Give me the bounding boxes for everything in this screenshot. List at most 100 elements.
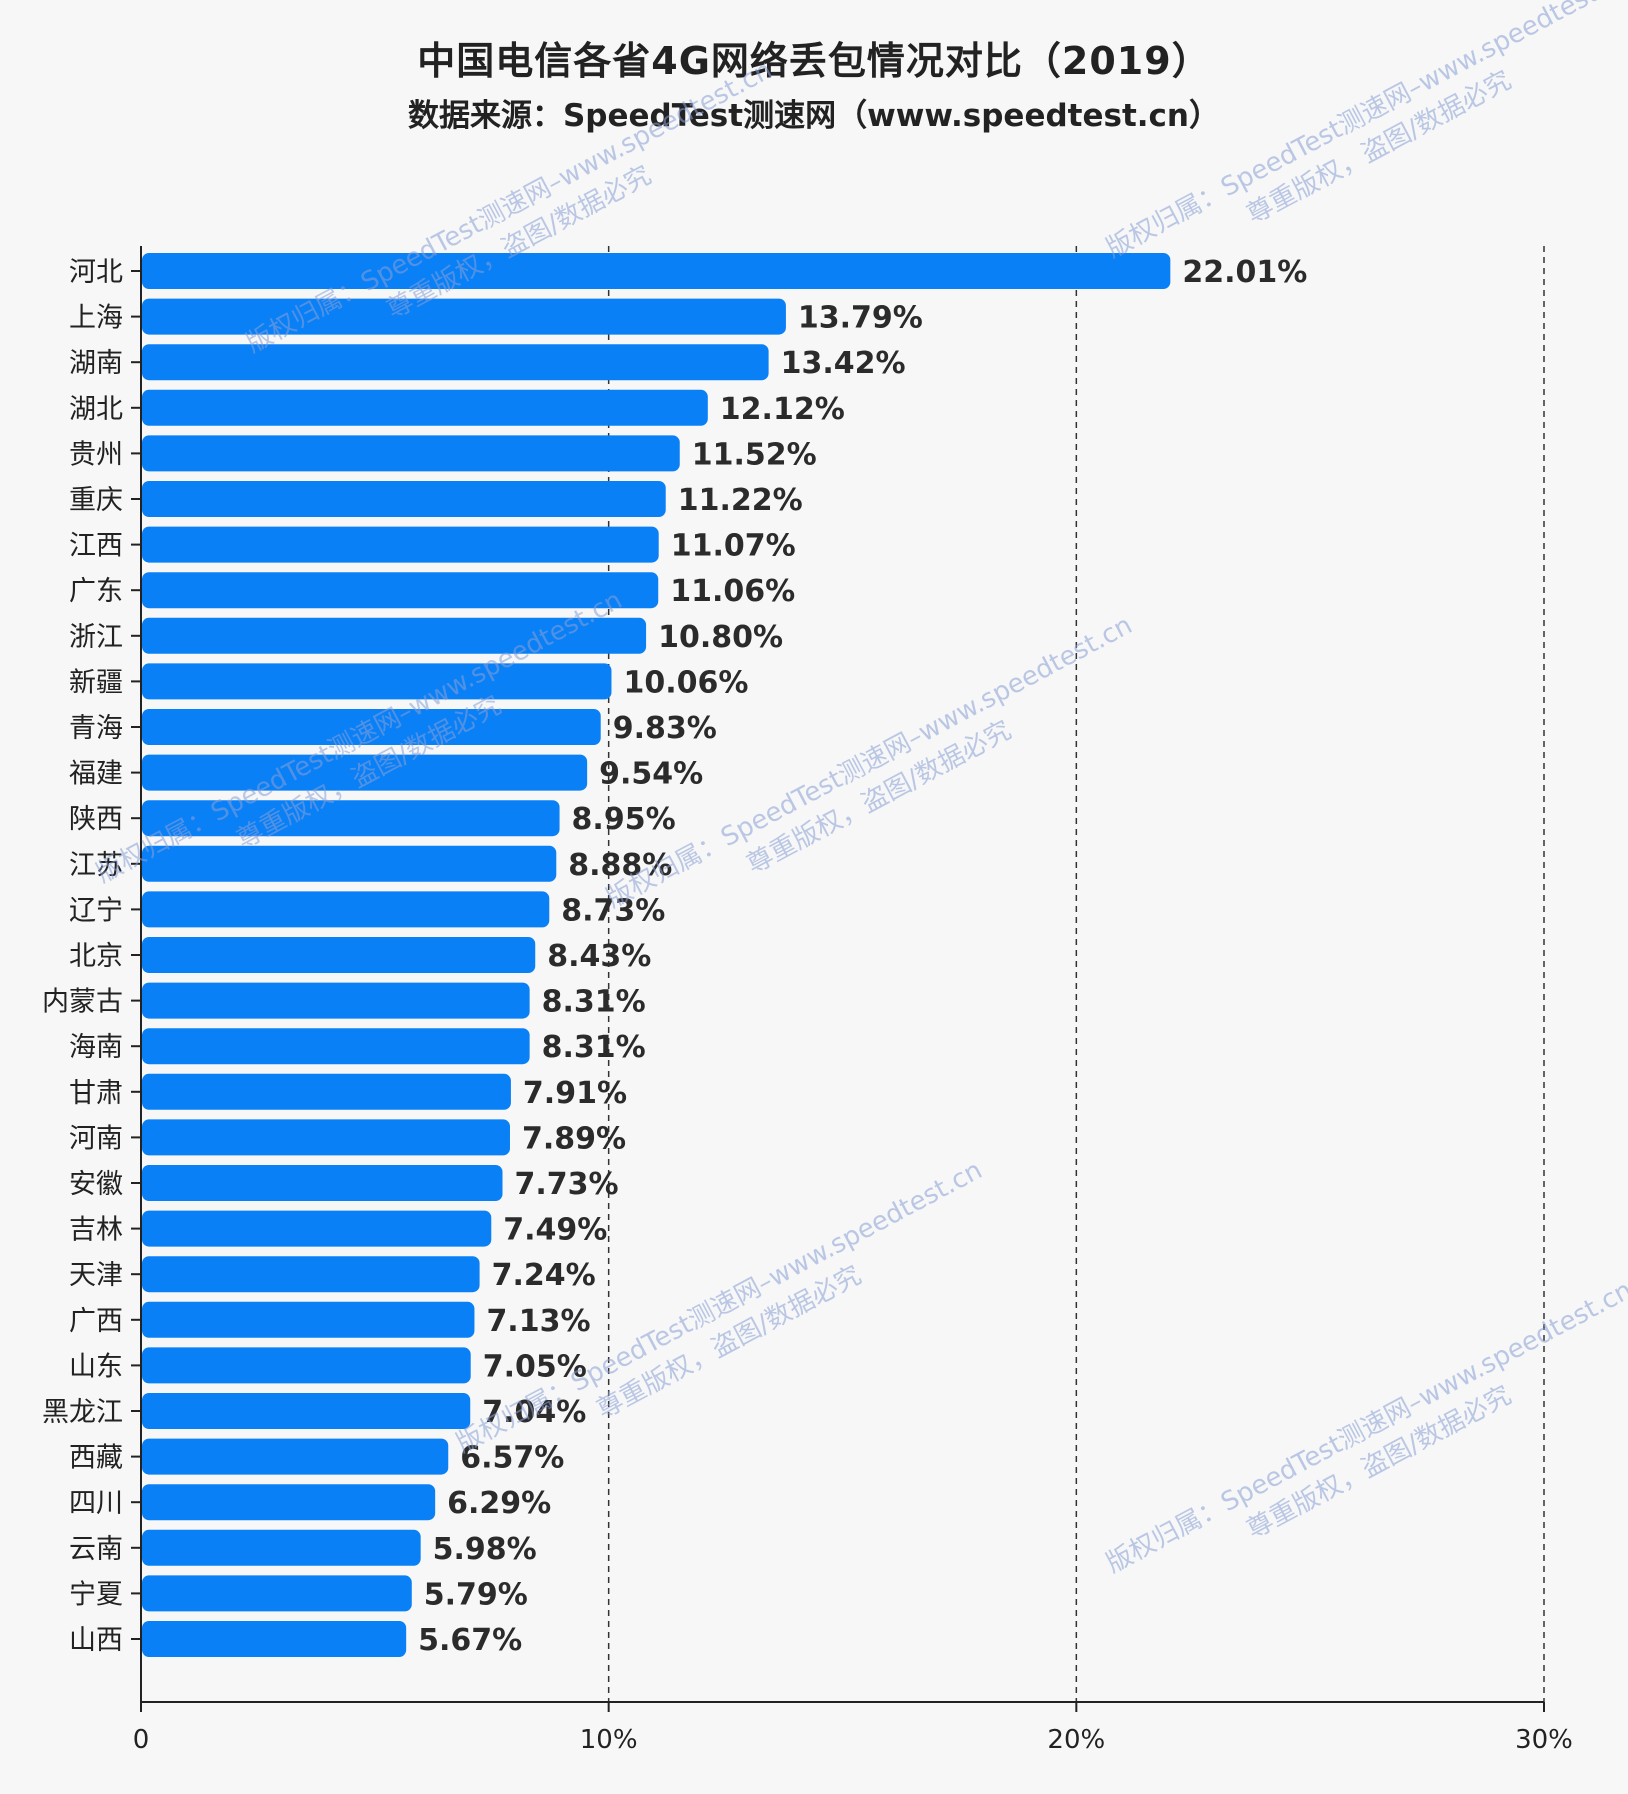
- bar: [142, 526, 659, 563]
- category-label: 上海: [69, 303, 123, 334]
- value-label: 11.07%: [671, 529, 796, 564]
- bar: [142, 663, 612, 700]
- value-label: 11.52%: [692, 437, 817, 472]
- category-label: 河南: [69, 1123, 123, 1154]
- bar: [142, 1621, 407, 1657]
- value-label: 8.73%: [561, 893, 665, 928]
- bar: [142, 709, 601, 745]
- bar: [142, 1256, 480, 1293]
- value-label: 13.79%: [798, 301, 923, 336]
- category-label: 浙江: [69, 622, 123, 653]
- value-label: 7.24%: [492, 1258, 596, 1293]
- bar: [142, 389, 708, 426]
- bar: [142, 1347, 471, 1384]
- value-label: 7.13%: [486, 1304, 590, 1339]
- value-label: 7.91%: [523, 1076, 627, 1111]
- value-label: 7.04%: [482, 1395, 586, 1430]
- value-label: 6.57%: [460, 1441, 564, 1476]
- bar: [142, 298, 786, 335]
- category-label: 江西: [69, 531, 123, 562]
- bar: [142, 1210, 492, 1247]
- bar: [142, 572, 659, 609]
- bar: [142, 435, 680, 472]
- value-label: 7.89%: [522, 1121, 626, 1156]
- x-tick-label: 30%: [1515, 1725, 1573, 1755]
- bar: [142, 891, 550, 928]
- value-label: 12.12%: [720, 392, 845, 427]
- category-label: 陕西: [69, 804, 123, 835]
- category-label: 湖北: [69, 394, 123, 425]
- category-label: 西藏: [69, 1443, 123, 1474]
- category-label: 福建: [69, 759, 123, 790]
- category-label: 北京: [69, 941, 123, 972]
- bar: [142, 754, 588, 791]
- value-label: 9.83%: [613, 711, 717, 746]
- value-label: 7.49%: [503, 1213, 607, 1248]
- bar: [142, 481, 666, 517]
- value-label: 6.29%: [447, 1486, 551, 1521]
- category-label: 甘肃: [69, 1078, 123, 1109]
- category-label: 山西: [69, 1625, 123, 1656]
- category-label: 天津: [69, 1260, 123, 1291]
- category-label: 宁夏: [69, 1579, 123, 1610]
- bar: [142, 800, 560, 837]
- chart-title: 中国电信各省4G网络丢包情况对比（2019）: [417, 39, 1211, 83]
- bar: [142, 845, 557, 882]
- category-label: 河北: [69, 257, 123, 288]
- value-label: 5.79%: [424, 1577, 528, 1612]
- bar: [142, 1438, 449, 1475]
- bar: [142, 1301, 475, 1338]
- x-tick-label: 20%: [1047, 1725, 1105, 1755]
- bar: [142, 1028, 530, 1065]
- category-label: 吉林: [69, 1215, 123, 1246]
- category-label: 江苏: [69, 850, 123, 881]
- value-label: 8.43%: [547, 939, 651, 974]
- value-label: 22.01%: [1182, 255, 1307, 290]
- value-label: 7.73%: [515, 1167, 619, 1202]
- value-label: 9.54%: [599, 757, 703, 792]
- value-label: 8.88%: [568, 848, 672, 883]
- value-label: 13.42%: [781, 346, 906, 381]
- value-label: 10.06%: [623, 665, 748, 700]
- category-label: 安徽: [69, 1169, 123, 1200]
- bar: [142, 344, 769, 381]
- category-label: 青海: [69, 713, 123, 744]
- bar: [142, 1529, 421, 1566]
- bar: [142, 1484, 436, 1521]
- category-label: 云南: [69, 1534, 123, 1565]
- value-label: 5.98%: [433, 1532, 537, 1567]
- category-label: 山东: [69, 1351, 123, 1382]
- chart-subtitle: 数据来源：SpeedTest测速网（www.speedtest.cn）: [407, 98, 1220, 134]
- category-label: 重庆: [69, 485, 123, 516]
- value-label: 8.31%: [542, 1030, 646, 1065]
- category-label: 湖南: [69, 348, 123, 379]
- bar: [142, 253, 1171, 289]
- bar: [142, 617, 647, 654]
- bar: [142, 982, 530, 1019]
- category-label: 四川: [69, 1488, 123, 1519]
- category-label: 广西: [69, 1306, 123, 1337]
- bar: [142, 1575, 412, 1612]
- value-label: 7.05%: [483, 1349, 587, 1384]
- value-label: 8.95%: [572, 802, 676, 837]
- category-label: 广东: [69, 576, 123, 607]
- bar: [142, 937, 536, 973]
- category-label: 新疆: [69, 667, 123, 698]
- category-label: 海南: [69, 1032, 123, 1063]
- value-label: 8.31%: [542, 985, 646, 1020]
- bar: [142, 1393, 471, 1429]
- value-label: 5.67%: [418, 1623, 522, 1658]
- value-label: 11.22%: [678, 483, 803, 518]
- value-label: 11.06%: [670, 574, 795, 609]
- bar: [142, 1073, 511, 1110]
- bar: [142, 1165, 503, 1201]
- category-label: 内蒙古: [42, 987, 123, 1018]
- x-tick-label: 0: [133, 1725, 150, 1755]
- category-label: 贵州: [69, 439, 123, 470]
- category-label: 辽宁: [69, 895, 123, 926]
- bar: [142, 1119, 510, 1156]
- category-label: 黑龙江: [42, 1397, 123, 1428]
- x-tick-label: 10%: [580, 1725, 638, 1755]
- value-label: 10.80%: [658, 620, 783, 655]
